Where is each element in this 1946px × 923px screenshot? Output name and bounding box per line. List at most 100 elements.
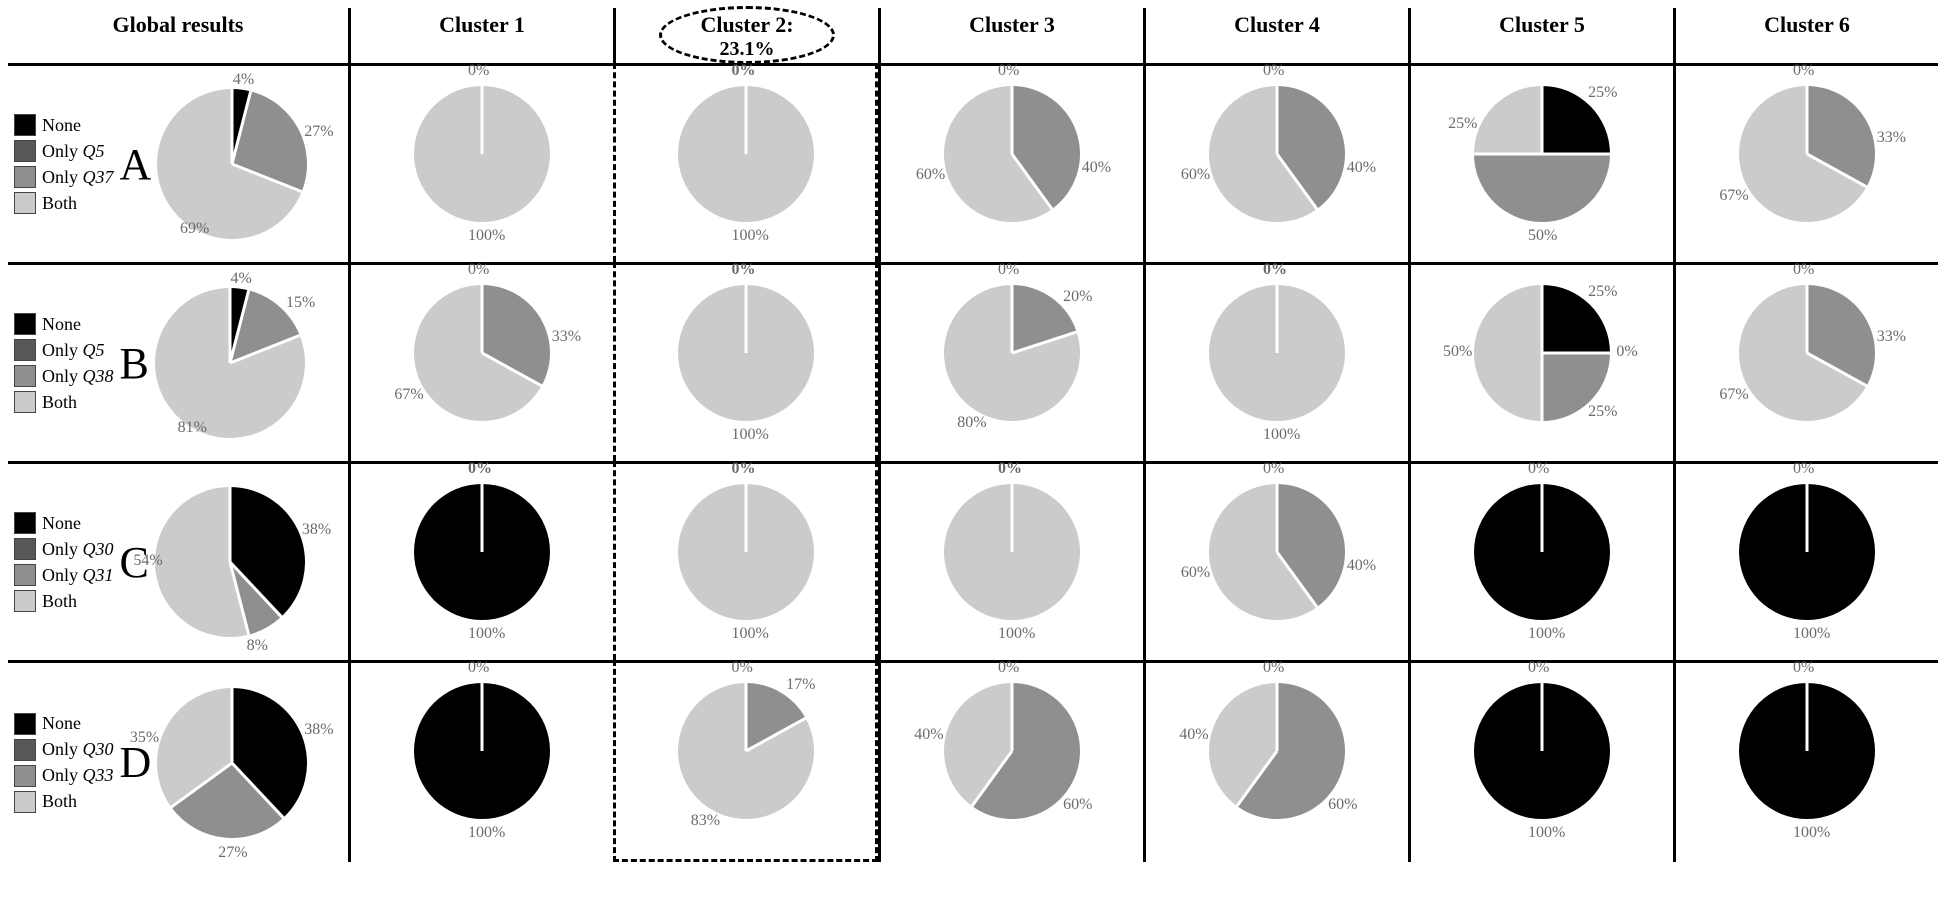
header-cluster-2: Cluster 2:23.1% [613,8,878,63]
pie-pct-label: 100% [732,625,769,643]
legend-item: Only Q30 [14,538,114,560]
pie-pct-label: 40% [1347,557,1376,575]
pie-pct-label: 100% [468,824,505,842]
cluster-pie: 0%33%67% [1739,285,1875,421]
pie-pct-label: 100% [1793,824,1830,842]
legend-item: Both [14,791,114,813]
pie-pct-label: 100% [732,227,769,245]
pie-pct-label: 60% [1181,166,1210,184]
pie-pct-label: 60% [1181,564,1210,582]
legend-item: None [14,713,114,735]
pie-pct-label: 67% [1719,187,1748,205]
legend-label: None [42,314,81,335]
legend-swatch [14,564,36,586]
legend-label: None [42,115,81,136]
global-pie-A: 4%27%69% [157,89,307,239]
cluster-3-row-A: 0% 40% 60% [878,63,1143,262]
legend-label: Both [42,193,77,214]
global-pie-D: 38%27%35% [157,688,307,838]
header-global: Global results [8,8,348,63]
pie-pct-label: 20% [1063,288,1092,306]
row-letter-B: B [120,338,149,389]
legend-swatch [14,339,36,361]
pie-pct-label: 0% [1793,659,1814,677]
legend-swatch [14,739,36,761]
pie-pct-label: 100% [1793,625,1830,643]
pie-pct-label: 35% [130,729,159,747]
pie-pct-label: 0% [732,460,756,478]
pie-pct-label: 0% [468,62,489,80]
legend-B: NoneOnly Q5Only Q38Both [14,313,114,413]
pie-pct-label: 0% [1263,460,1284,478]
pie-pct-label: 25% [1588,283,1617,301]
pie-pct-label: 40% [1082,159,1111,177]
pie-pct-label: 100% [468,625,505,643]
pie-pct-label: 0% [998,62,1019,80]
pie-pct-label: 0% [732,659,753,677]
pie-pct-label: 54% [133,552,162,570]
legend-label: Only Q5 [42,141,105,162]
legend-label: Only Q33 [42,765,114,786]
legend-swatch [14,791,36,813]
legend-swatch [14,140,36,162]
legend-item: Both [14,192,114,214]
cluster-2-row-A: 0%100% [613,63,878,262]
cluster-pie: 0%33%67% [414,285,550,421]
pie-pct-label: 0% [1528,659,1549,677]
header-cluster-6: Cluster 6 [1673,8,1938,63]
legend-item: Both [14,590,114,612]
header-cluster-5: Cluster 5 [1408,8,1673,63]
cluster-1-row-B: 0%33%67% [348,262,613,461]
cluster-6-row-B: 0%33%67% [1673,262,1938,461]
cluster-pie: 0%100% [678,86,814,222]
pie-pct-label: 25% [1588,84,1617,102]
cluster-pie: 0%100% [414,484,550,620]
cluster-4-row-A: 0%40%60% [1143,63,1408,262]
header-cluster-3: Cluster 3 [878,8,1143,63]
pie-pct-label: 100% [1528,625,1565,643]
pie-pct-label: 50% [1443,343,1472,361]
pie-pct-label: 100% [468,227,505,245]
cluster-3-row-C: 0%100% [878,461,1143,660]
global-pie-B: 4%15%81% [155,288,305,438]
cluster-pie: 0%100% [678,484,814,620]
cluster-pie: 0%100% [1739,683,1875,819]
legend-swatch [14,765,36,787]
cluster-4-row-B: 0%100% [1143,262,1408,461]
cluster-1-row-D: 0% 100% [348,660,613,862]
legend-item: None [14,512,114,534]
pie-pct-label: 0% [468,659,489,677]
pie-pct-label: 83% [691,812,720,830]
pie-pct-label: 33% [552,328,581,346]
legend-A: NoneOnly Q5Only Q37Both [14,114,114,214]
pie-pct-label: 0% [1793,62,1814,80]
pie-pct-label: 38% [302,521,331,539]
pie-pct-label: 60% [916,166,945,184]
legend-D: None Only Q30 Only Q33 Both [14,713,114,813]
pie-pct-label: 0% [1616,343,1637,361]
legend-swatch [14,512,36,534]
cluster-pie: 0%60%40% [944,683,1080,819]
pie-pct-label: 0% [1263,261,1287,279]
legend-item: Only Q33 [14,765,114,787]
cluster-pie: 25%50%25% [1474,86,1610,222]
pie-pct-label: 4% [230,270,251,288]
cluster-pie: 0%40%60% [944,86,1080,222]
legend-item: Both [14,391,114,413]
pie-pct-label: 38% [304,721,333,739]
pie-pct-label: 8% [247,637,268,655]
cluster-pie: 0%100% [1474,683,1610,819]
cluster-pie: 0%100% [1209,285,1345,421]
legend-item: Only Q5 [14,140,114,162]
legend-item: Only Q30 [14,739,114,761]
pie-grid: Global resultsCluster 1Cluster 2:23.1%Cl… [8,8,1938,862]
pie-pct-label: 67% [1719,386,1748,404]
pie-pct-label: 15% [286,294,315,312]
cluster-5-row-A: 25%50%25% [1408,63,1673,262]
cluster-pie: 0%17%83% [678,683,814,819]
pie-pct-label: 100% [1528,824,1565,842]
pie-pct-label: 0% [998,261,1019,279]
cluster-pie: 0%100% [414,86,550,222]
cluster-2-row-B: 0%100% [613,262,878,461]
legend-label: Only Q38 [42,366,114,387]
